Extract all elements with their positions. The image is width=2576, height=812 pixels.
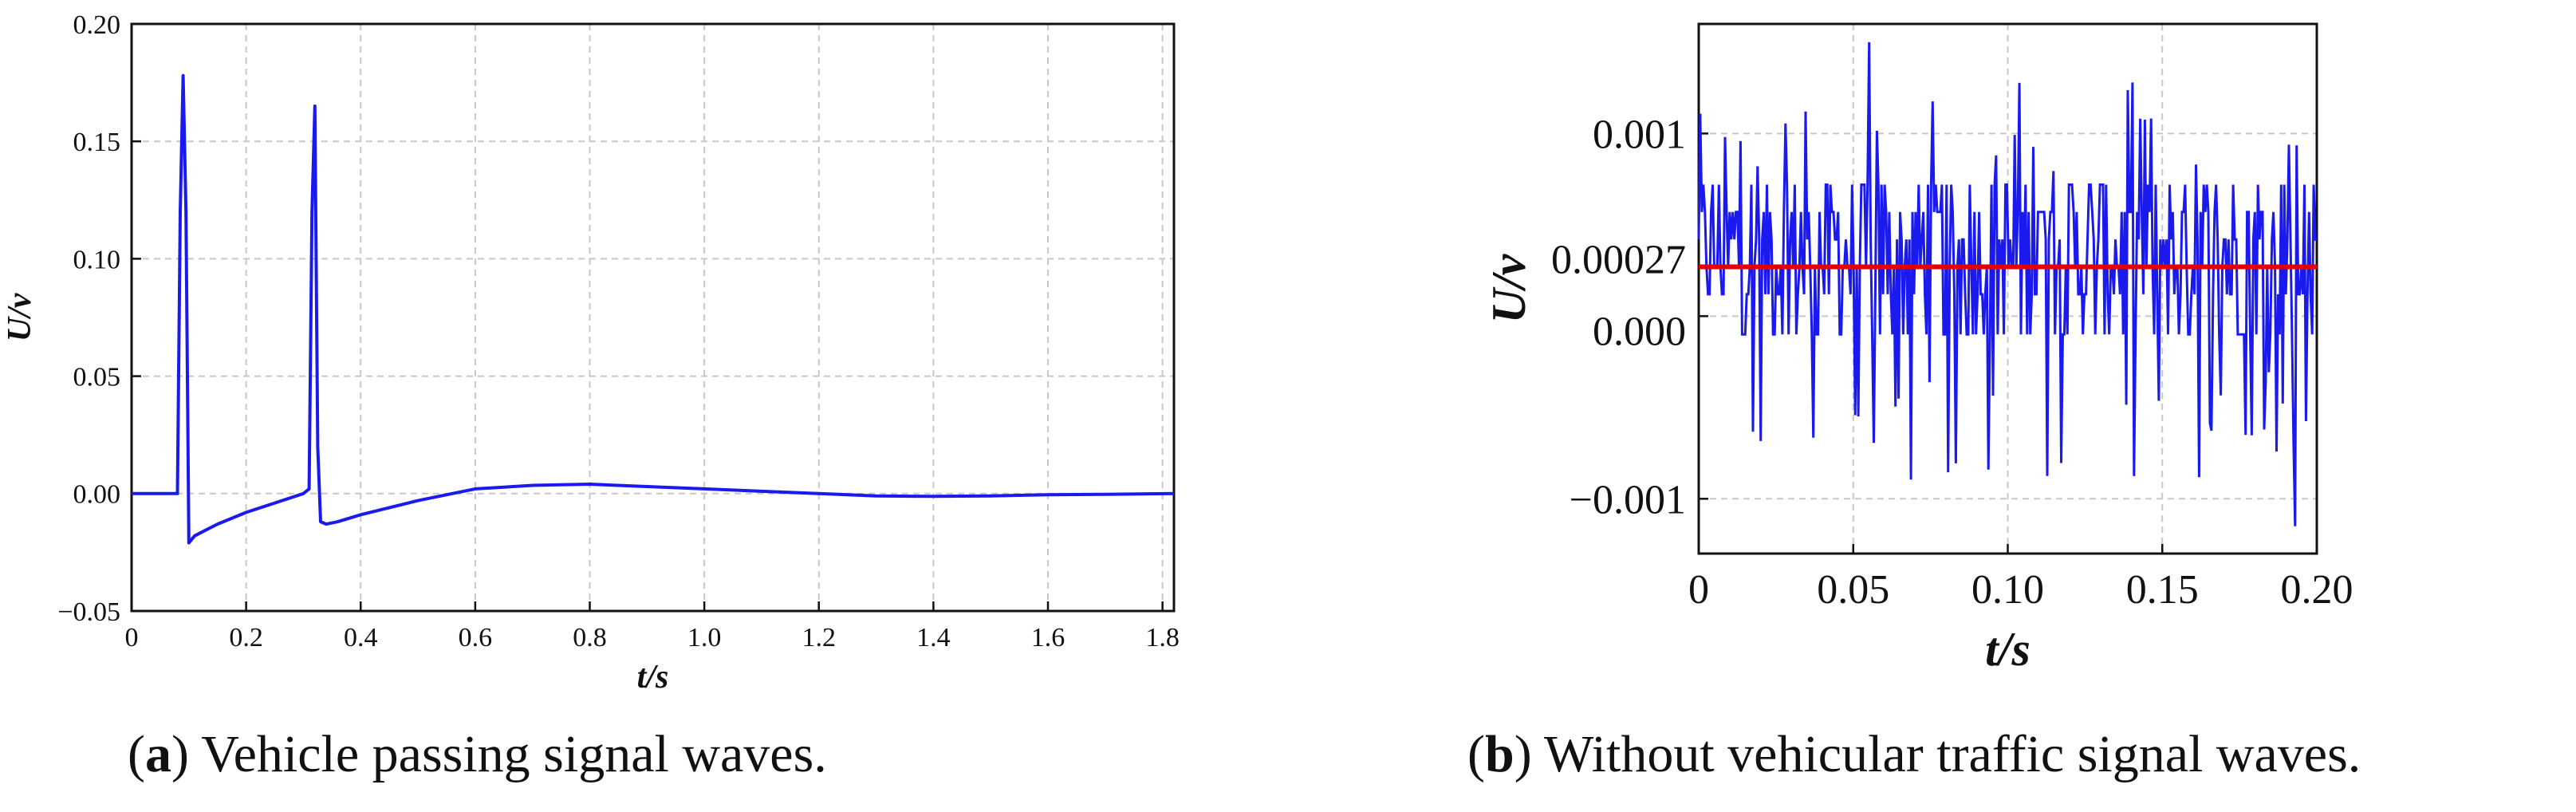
x-tick-label: 0 [125,623,139,652]
plot-frame [130,22,1176,613]
y-tick-label: 0.00 [73,480,121,510]
x-tick-label: 0.05 [1817,567,1889,613]
y-tick-label: −0.001 [1570,478,1686,523]
x-tick-label: 0 [1688,567,1709,613]
chart-b-svg: 0 0.05 0.10 0.15 0.20 −0.001 0.000 0.00027 0.001… [1483,22,2353,676]
signal-series-line [132,73,1175,545]
x-tick-label: 1.8 [1145,623,1180,652]
y-tick-label: −0.05 [57,597,120,627]
chart-panel-b: 0 0.05 0.10 0.15 0.20 −0.001 0.000 0.00027 0.001… [1467,0,2576,812]
y-axis-label: U/v [1483,253,1535,323]
y-tick-label: 0.001 [1593,112,1686,158]
caption-b-text: Without vehicular traffic signal waves. [1544,725,2361,783]
x-tick-label: 0.8 [573,623,607,652]
x-tick-label: 1.4 [916,623,951,652]
x-tick-label: 0.4 [344,623,378,652]
x-tick-label: 0.15 [2126,567,2199,613]
caption-b-letter: b [1484,725,1514,783]
y-tick-label: 0.15 [73,128,121,157]
plot-frame [1697,22,2318,555]
caption-a: (a) Vehicle passing signal waves. [128,725,827,783]
chart-panel-a: 0 0.2 0.4 0.6 0.8 1.0 1.2 1.4 1.6 1.8 −0.05 0.00 0.0… [0,0,1212,812]
x-tick-label: 1.0 [687,623,722,652]
x-tick-label: 1.6 [1031,623,1065,652]
x-axis-label: t/s [637,659,669,696]
x-tick-label: 0.20 [2281,567,2353,613]
y-tick-label: 0.00027 [1551,238,1686,283]
chart-a-svg: 0 0.2 0.4 0.6 0.8 1.0 1.2 1.4 1.6 1.8 −0.05 0.00 0.0… [2,10,1180,696]
x-tick-label: 1.2 [802,623,837,652]
y-tick-label: 0.20 [73,10,121,40]
caption-a-letter: a [144,725,171,783]
y-tick-label: 0.10 [73,245,121,274]
y-axis-label: U/v [2,292,38,341]
x-tick-label: 0.6 [459,623,493,652]
caption-b: (b) Without vehicular traffic signal wav… [1467,725,2361,783]
y-tick-label: 0.05 [73,363,121,392]
caption-a-text: Vehicle passing signal waves. [201,725,827,783]
x-tick-label: 0.2 [229,623,263,652]
noise-series-line [1697,41,2317,526]
y-tick-label: 0.000 [1593,309,1686,355]
x-axis-label: t/s [1985,623,2030,676]
x-tick-label: 0.10 [1971,567,2044,613]
